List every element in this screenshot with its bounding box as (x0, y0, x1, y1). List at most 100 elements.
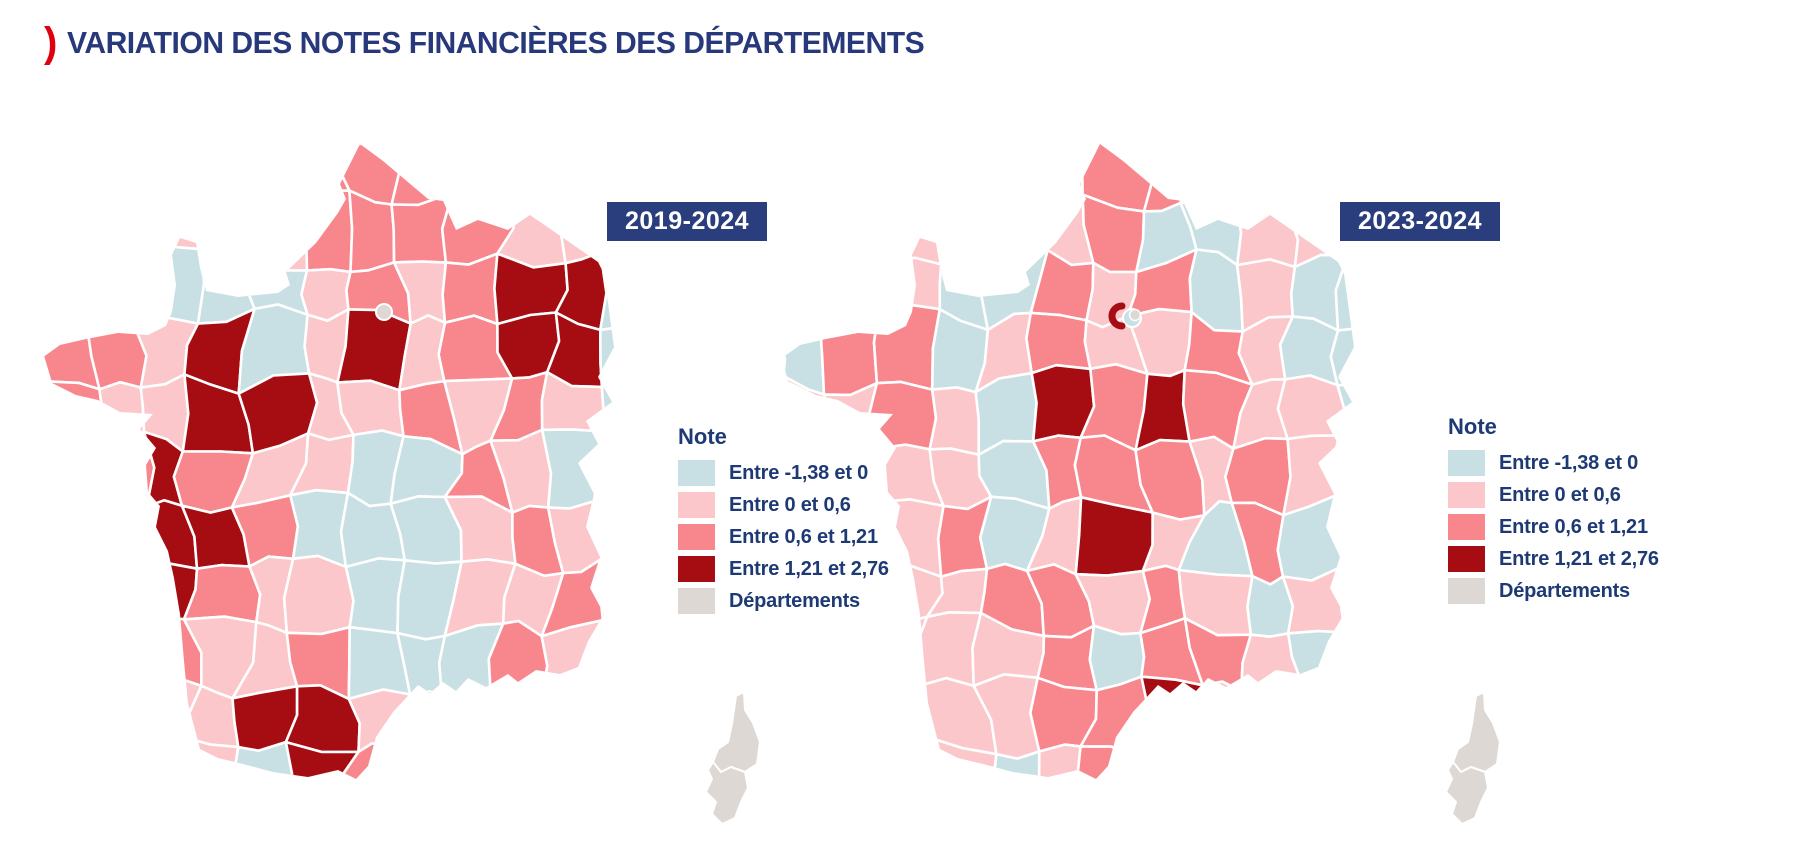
department-cell (928, 737, 998, 779)
department-cell (440, 693, 493, 738)
legend-map-1: Note Entre -1,38 et 0 Entre 0 et 0,6 Entre… (678, 424, 978, 620)
department-cell (973, 144, 1045, 201)
department-cell (489, 730, 554, 779)
department-cell (1332, 629, 1354, 697)
department-cell (85, 681, 147, 759)
department-cell (42, 144, 101, 192)
legend-label: Départements (1499, 579, 1630, 602)
department-cell (42, 502, 95, 577)
corsica-department (1445, 761, 1489, 825)
department-cell (127, 736, 189, 779)
department-cell (1231, 144, 1293, 209)
corsica-department (1452, 691, 1501, 773)
department-cell (782, 734, 836, 779)
department-cell (782, 552, 842, 638)
department-cell (42, 615, 104, 699)
department-cell (877, 208, 944, 267)
corsica-department (712, 691, 761, 773)
legend-label: Entre 0 et 0,6 (729, 493, 851, 516)
legend-item: Entre 0,6 et 1,21 (678, 524, 978, 550)
legend-swatch (1448, 482, 1485, 508)
page-title: VARIATION DES NOTES FINANCIÈRES DES DÉPA… (67, 25, 925, 60)
period-label-2023-2024: 2023-2024 (1340, 202, 1501, 241)
legend-label: Entre 0,6 et 1,21 (729, 525, 878, 548)
department-cell (336, 308, 412, 392)
department-cell (825, 493, 880, 573)
department-cell (1336, 378, 1354, 437)
department-cell (782, 673, 844, 757)
department-cell (819, 185, 893, 270)
department-cell (540, 743, 614, 779)
department-cell (42, 248, 89, 325)
department-cells-layer (782, 144, 1354, 779)
legend-item: Entre 1,21 et 2,76 (1448, 546, 1748, 572)
department-cell (877, 256, 943, 311)
legend-label: Entre 1,21 et 2,76 (1499, 547, 1659, 570)
department-cell (835, 552, 886, 634)
department-cell (88, 552, 149, 620)
department-cell (295, 144, 351, 200)
department-cell (1286, 629, 1347, 687)
department-cell (42, 740, 103, 779)
legend-swatch (1448, 450, 1485, 476)
legend-item: Entre -1,38 et 0 (678, 460, 978, 486)
page-header: ) VARIATION DES NOTES FINANCIÈRES DES DÉ… (44, 19, 951, 67)
department-cell (872, 303, 942, 391)
department-cell (914, 611, 983, 688)
department-cell (598, 555, 614, 622)
department-cell (1332, 430, 1354, 511)
department-cell (84, 189, 150, 271)
legend-label: Entre 1,21 et 2,76 (729, 557, 889, 580)
department-cell (1186, 680, 1243, 753)
department-cell (830, 675, 894, 759)
department-cell (390, 144, 454, 207)
department-cell (1076, 745, 1148, 779)
legend-rows: Entre -1,38 et 0 Entre 0 et 0,6 Entre 0,6 … (678, 460, 978, 614)
department-cell (42, 184, 101, 271)
department-cell (88, 505, 149, 572)
department-cell (42, 680, 103, 759)
hauts-de-seine-dark-crescent (1108, 302, 1126, 330)
department-cell (496, 185, 567, 269)
department-cell (90, 430, 156, 519)
department-cell (439, 727, 503, 779)
legend-swatch (1448, 514, 1485, 540)
department-cell (235, 190, 309, 272)
department-cell (284, 740, 360, 779)
legend-label: Entre 0 et 0,6 (1499, 483, 1621, 506)
department-cell (486, 686, 545, 747)
department-cell (820, 749, 894, 779)
france-choropleth-map-2019-2024 (42, 144, 761, 825)
department-cell (782, 627, 841, 686)
department-cell (592, 499, 614, 573)
department-cell (344, 557, 407, 635)
department-cell (348, 189, 396, 274)
legend-item: Départements (1448, 578, 1748, 604)
department-cell (1329, 325, 1354, 387)
france-choropleth-map-2023-2024 (782, 144, 1501, 825)
department-cell (939, 197, 981, 266)
paris-grey-area (375, 303, 393, 321)
department-cell (782, 493, 842, 567)
department-cell (42, 444, 103, 514)
legend-title: Note (678, 424, 727, 449)
department-cell (1276, 374, 1347, 441)
red-chevron-icon: ) (44, 19, 58, 67)
legend-swatch (1448, 546, 1485, 572)
department-cell (179, 736, 240, 779)
department-cell (596, 144, 614, 195)
department-cell (91, 144, 152, 205)
department-cell (1234, 680, 1304, 760)
department-cell (182, 563, 262, 624)
legend-item: Entre 0 et 0,6 (678, 492, 978, 518)
legend-title: Note (1448, 414, 1497, 439)
department-cell (782, 263, 824, 335)
department-cell (1336, 144, 1354, 206)
department-cell (928, 386, 980, 457)
legend-label: Départements (729, 589, 860, 612)
department-cell (1340, 490, 1354, 571)
department-cell (509, 144, 550, 206)
department-cell (394, 690, 451, 753)
department-cell (300, 189, 354, 274)
